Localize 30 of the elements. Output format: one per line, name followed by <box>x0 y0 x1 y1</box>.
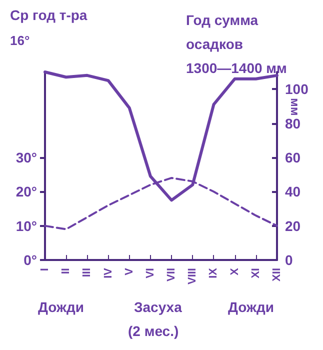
y2-tick-label: 80 <box>285 115 301 132</box>
text: (2 мес.) <box>128 323 179 339</box>
y-tick-label: 10° <box>16 218 37 234</box>
x-tick-label: V <box>123 267 136 276</box>
x-tick-label: II <box>60 268 72 274</box>
y2-axis-title: мм <box>288 98 302 116</box>
annotation: Год сумма осадков 1300—1400 мм <box>186 12 287 76</box>
x-tick-label: III <box>81 268 94 278</box>
y-tick-label: 30° <box>16 149 37 166</box>
x-tick-label: VIII <box>186 268 199 285</box>
text: Дожди <box>38 299 84 315</box>
y-tick-label: 20° <box>16 184 37 200</box>
y2-tick-label: 100 <box>285 81 309 98</box>
y2-tick-label: 0 <box>285 252 293 268</box>
text: Ср год т-ра <box>10 7 88 23</box>
y-tick-label: 0° <box>24 252 37 268</box>
y2-tick-label: 40 <box>285 184 301 200</box>
text: Засуха <box>134 299 182 315</box>
x-tick-label: IX <box>208 267 220 278</box>
x-tick-label: VI <box>144 268 156 278</box>
x-tick-label: I <box>39 268 51 272</box>
text: 16° <box>10 33 30 48</box>
y2-tick-label: 60 <box>285 149 301 166</box>
text: Дожди <box>228 299 274 315</box>
x-tick-label: X <box>228 267 241 276</box>
y2-tick-label: 20 <box>285 218 301 234</box>
x-tick-label: XII <box>271 268 283 282</box>
x-tick-label: VII <box>166 268 178 282</box>
x-tick-label: XI <box>250 268 262 278</box>
x-tick-label: IV <box>102 267 114 278</box>
